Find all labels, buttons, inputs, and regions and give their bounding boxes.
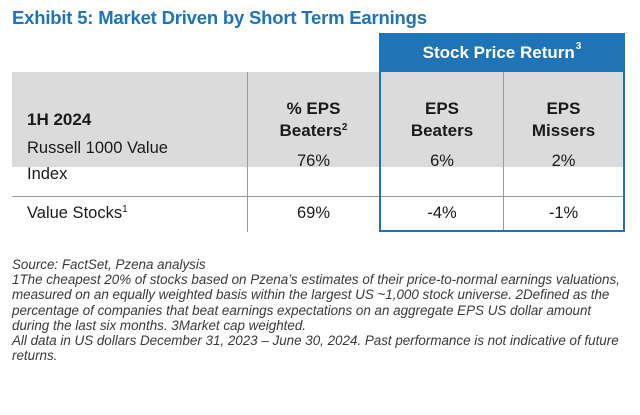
stock-price-return-label: Stock Price Return — [422, 42, 575, 62]
stock-price-return-frame — [379, 33, 625, 232]
earnings-table: Stock Price Return 3 1H 2024 % EPS Beater… — [12, 33, 625, 232]
table-cell: 76% — [296, 151, 331, 170]
column-divider — [247, 72, 248, 232]
table-cell: 69% — [296, 203, 331, 222]
table-cell: 6% — [430, 151, 454, 170]
table-cell: 2% — [551, 151, 576, 170]
column-divider — [503, 72, 504, 232]
table-row-label: Value Stocks1 — [27, 203, 128, 222]
definitions-note: 1The cheapest 20% of stocks based on Pze… — [12, 272, 620, 333]
table-cell: -1% — [548, 203, 579, 222]
eps-missers-header: EPS Missers — [531, 99, 596, 140]
period-header: 1H 2024 — [27, 109, 92, 129]
header-row-background — [12, 72, 625, 167]
table-cell: -4% — [427, 203, 457, 222]
row-divider — [12, 196, 625, 197]
disclaimer-note: All data in US dollars December 31, 2023… — [12, 333, 619, 364]
stock-price-return-header: Stock Price Return 3 — [379, 33, 625, 72]
stock-price-return-footnote-marker: 3 — [575, 41, 582, 52]
exhibit-title: Exhibit 5: Market Driven by Short Term E… — [12, 7, 427, 28]
footnotes: Source: FactSet, Pzena analysis 1The che… — [12, 257, 632, 363]
table-row-label: Russell 1000 Value Index — [27, 138, 168, 183]
pct-eps-beaters-header: % EPS Beaters2 — [279, 99, 348, 140]
eps-beaters-header: EPS Beaters — [410, 99, 474, 140]
source-note: Source: FactSet, Pzena analysis — [12, 257, 206, 272]
